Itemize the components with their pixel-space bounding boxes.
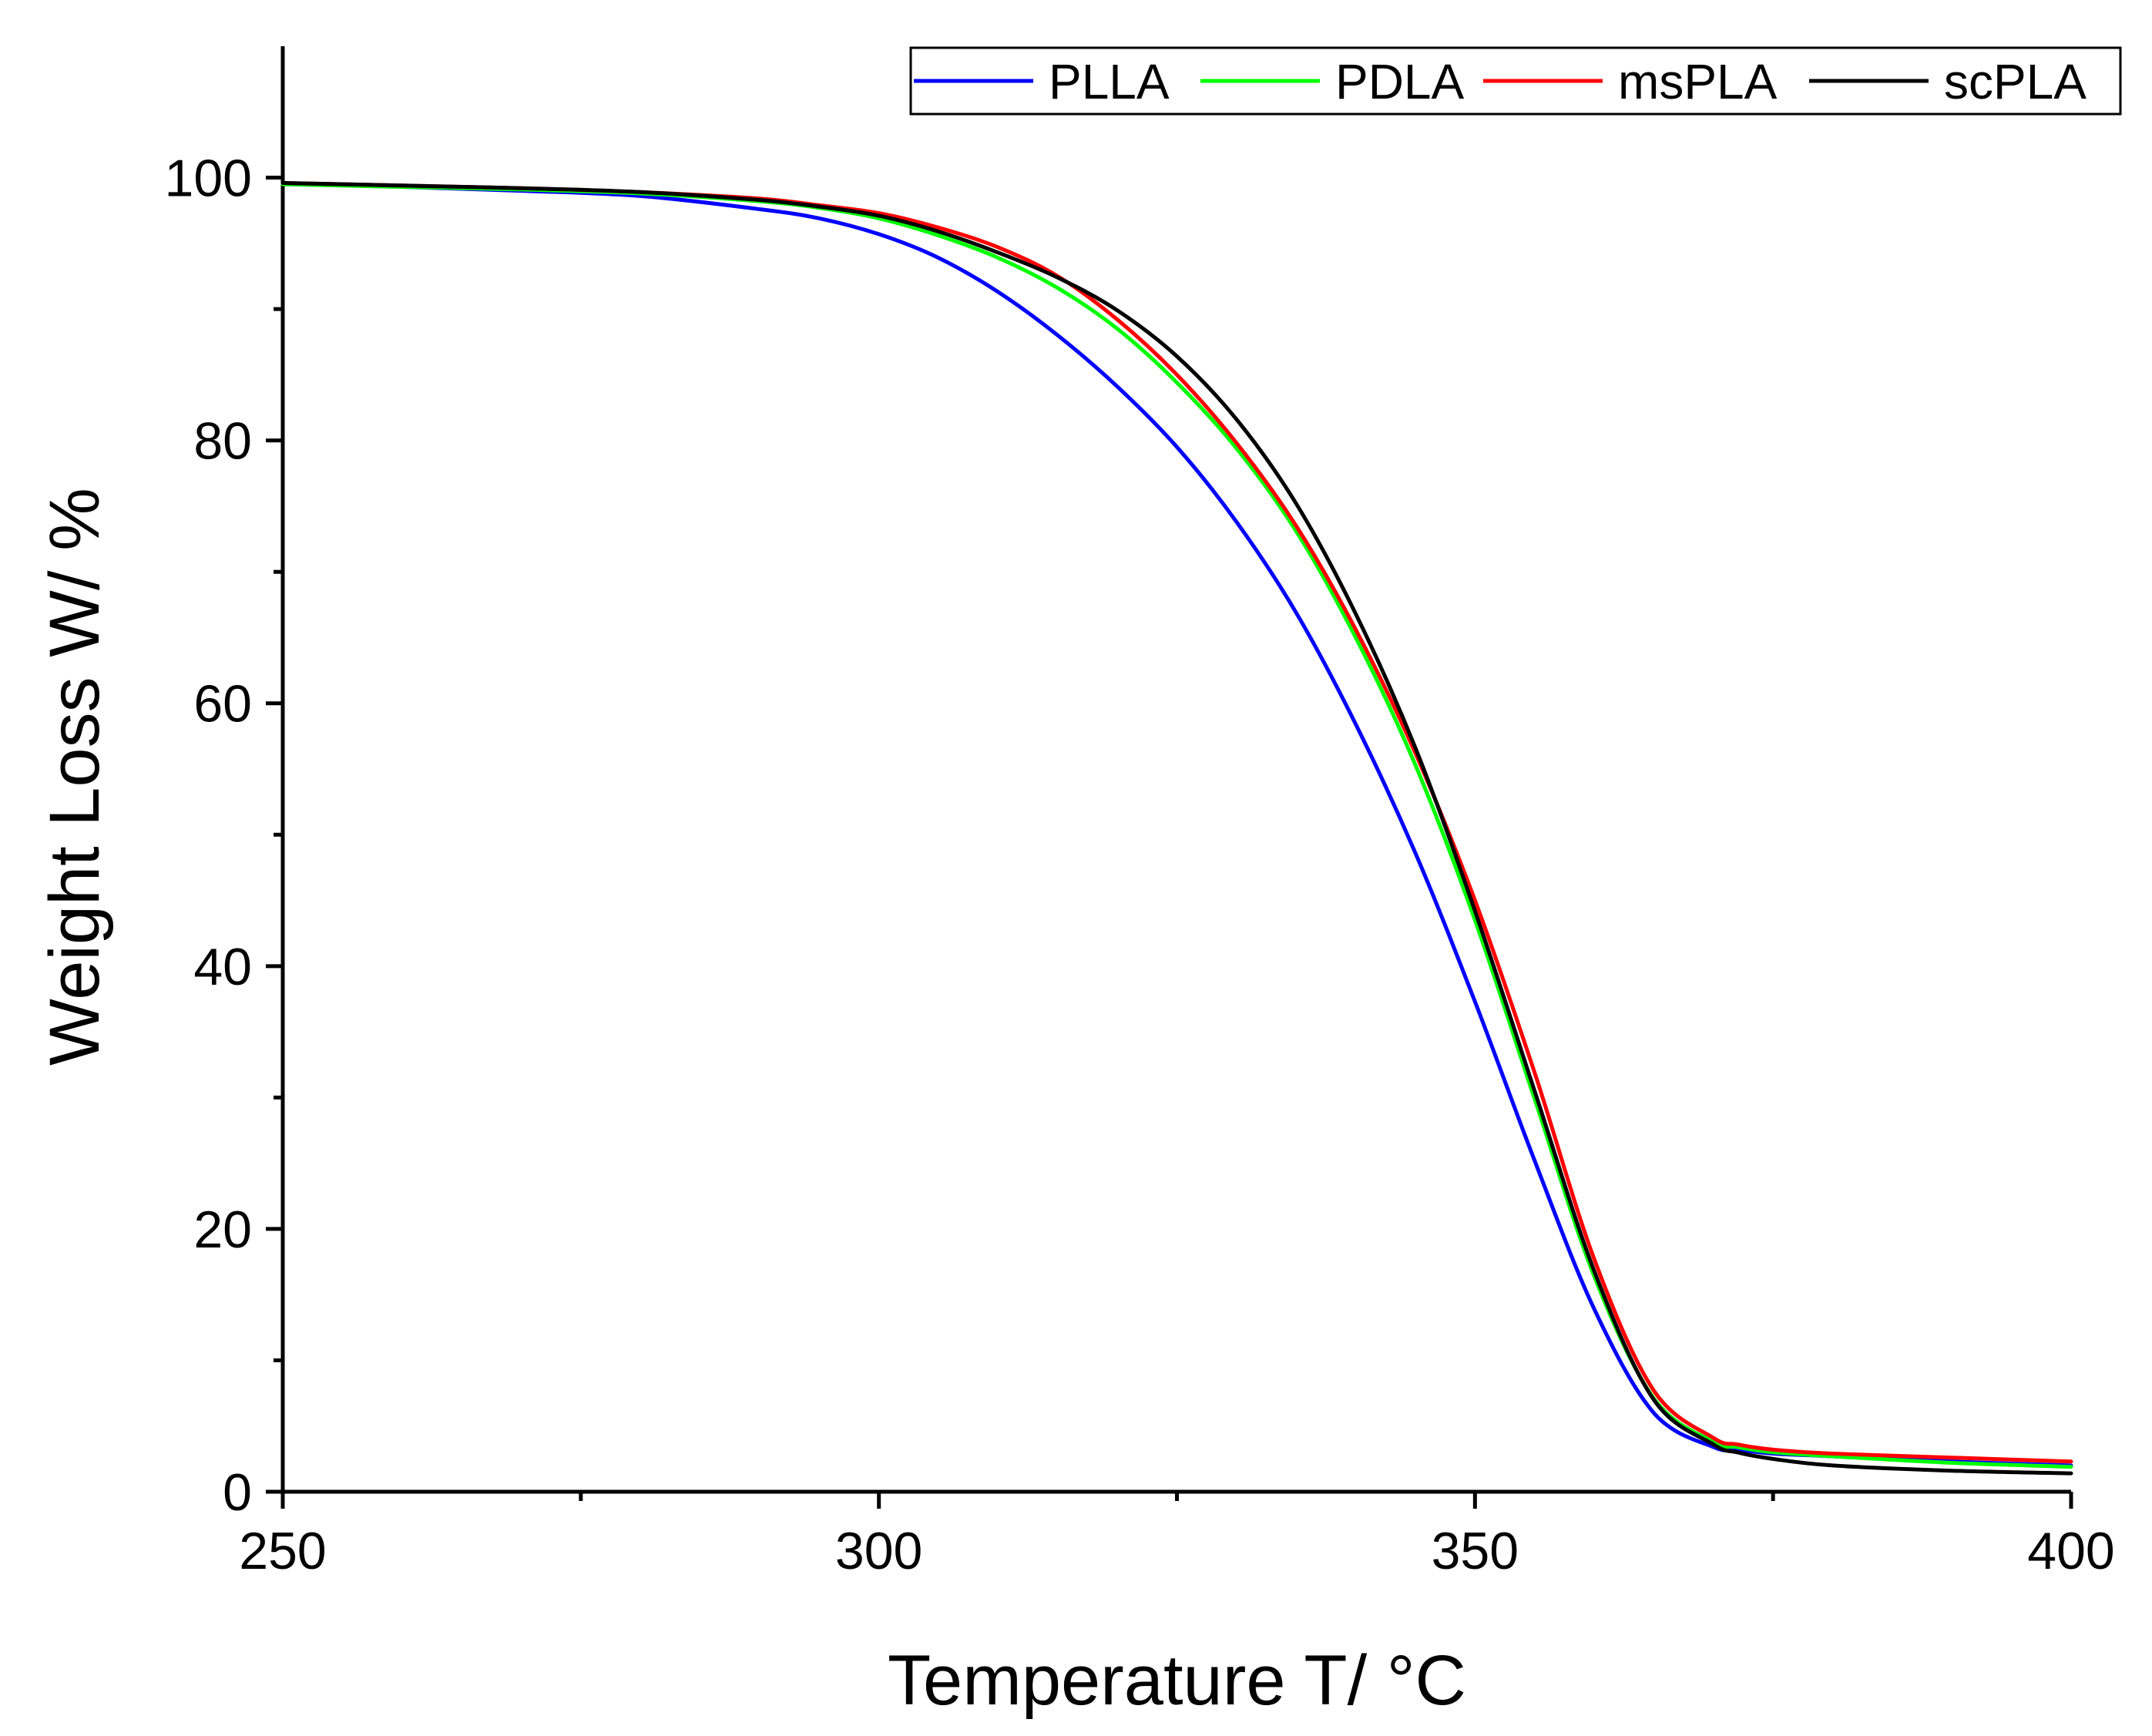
y-axis: 0 20 40 60 80 100: [165, 46, 285, 1522]
x-axis: 250 300 350 400: [239, 1489, 2115, 1580]
x-tick-label: 400: [2027, 1522, 2114, 1580]
series-line-msPLA: [280, 180, 2073, 1464]
x-axis-title: Temperature T/ °C: [888, 1641, 1466, 1720]
legend-label-PLLA: PLLA: [1049, 54, 1170, 109]
y-tick-label: 100: [165, 149, 252, 208]
y-tick-label: 0: [223, 1463, 252, 1522]
y-tick-label: 40: [193, 938, 252, 996]
y-tick-label: 60: [193, 675, 252, 734]
series-line-scPLA: [280, 180, 2073, 1476]
y-tick-label: 80: [193, 412, 252, 471]
legend-label-msPLA: msPLA: [1618, 54, 1778, 109]
series-layer: [280, 180, 2073, 1476]
x-tick-label: 300: [835, 1522, 922, 1580]
y-axis-title: Weight Loss W/ %: [35, 488, 114, 1066]
legend: PLLA PDLA msPLA scPLA: [909, 46, 2122, 116]
legend-label-PDLA: PDLA: [1335, 54, 1465, 109]
x-tick-label: 250: [239, 1522, 326, 1580]
x-tick-label: 350: [1432, 1522, 1519, 1580]
legend-label-scPLA: scPLA: [1944, 54, 2087, 109]
y-tick-label: 20: [193, 1200, 252, 1259]
